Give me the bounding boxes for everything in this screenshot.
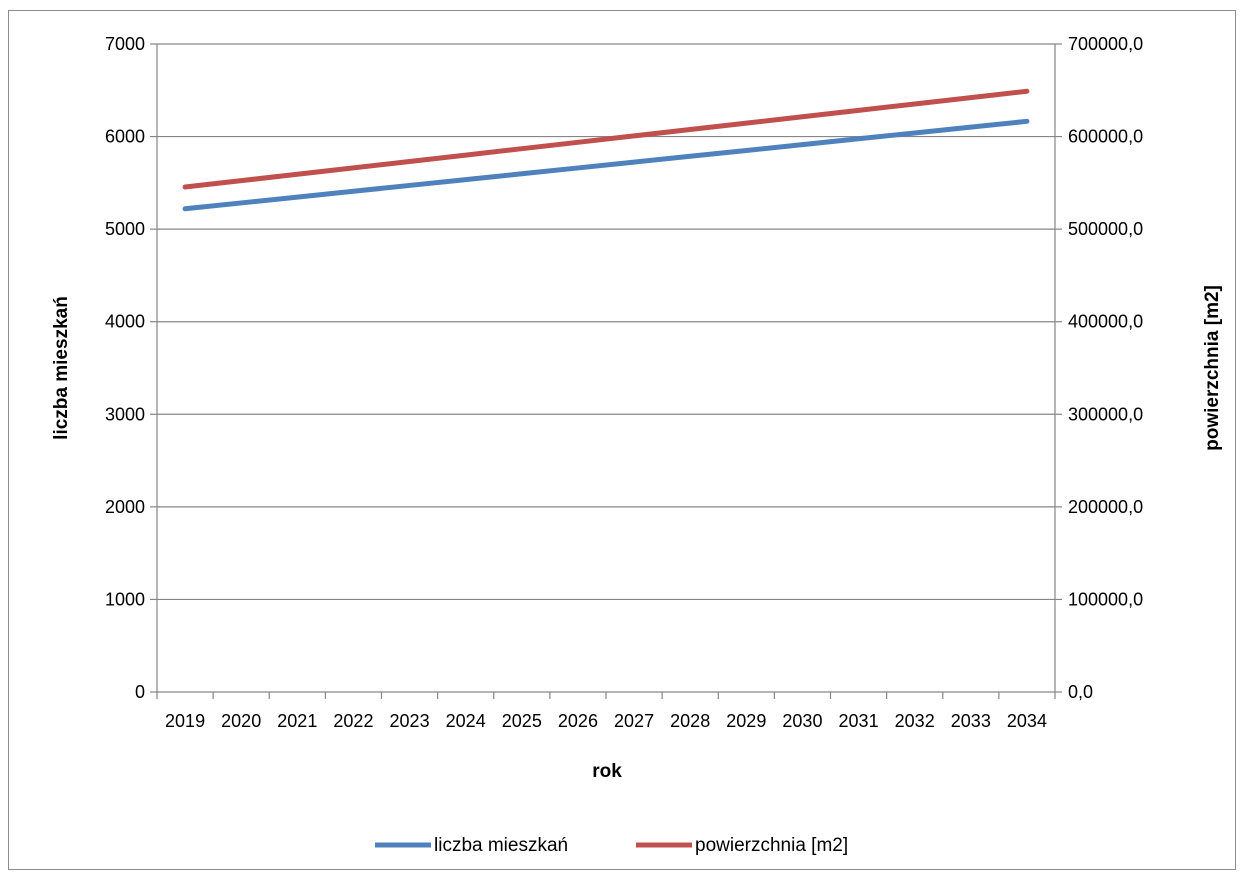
x-tick-label: 2028	[670, 711, 710, 731]
x-tick-label: 2020	[221, 711, 261, 731]
x-tick-label: 2019	[165, 711, 205, 731]
y2-tick-label: 0,0	[1068, 682, 1093, 702]
legend-label-liczba-mieszkan: liczba mieszkań	[434, 835, 568, 856]
y-tick-label: 1000	[105, 589, 145, 609]
legend: liczba mieszkań powierzchnia [m2]	[375, 835, 848, 856]
y2-tick-label: 600000,0	[1068, 127, 1143, 147]
y-axis-title: liczba mieszkań	[51, 296, 72, 440]
line-chart: 0 0,0 1000 100000,0 2000 200000,0 3000 300000,0…	[51, 34, 1223, 856]
x-tick-label: 2030	[782, 711, 822, 731]
y-tick-label: 0	[135, 682, 145, 702]
x-tick-label: 2026	[558, 711, 598, 731]
tick-labels: 0 0,0 1000 100000,0 2000 200000,0 3000 300000,0…	[105, 34, 1143, 731]
y2-tick-label: 100000,0	[1068, 589, 1143, 609]
series-line-powierzchnia	[182, 88, 1030, 190]
y2-tick-label: 500000,0	[1068, 219, 1143, 239]
y2-tick-label: 700000,0	[1068, 34, 1143, 54]
series-line-liczba-mieszkan	[182, 118, 1030, 212]
x-tick-label: 2033	[951, 711, 991, 731]
y-tick-label: 7000	[105, 34, 145, 54]
legend-label-powierzchnia: powierzchnia [m2]	[695, 835, 848, 856]
gridlines	[157, 43, 1055, 601]
series-lines	[182, 88, 1030, 212]
axes	[150, 43, 1062, 699]
x-tick-label: 2021	[277, 711, 317, 731]
x-tick-label: 2032	[895, 711, 935, 731]
x-tick-label: 2022	[333, 711, 373, 731]
x-tick-label: 2025	[502, 711, 542, 731]
chart-frame: 0 0,0 1000 100000,0 2000 200000,0 3000 300000,0…	[8, 10, 1236, 870]
y-tick-label: 5000	[105, 219, 145, 239]
y2-tick-label: 200000,0	[1068, 497, 1143, 517]
x-tick-label: 2024	[446, 711, 486, 731]
x-axis-title: rok	[592, 761, 622, 782]
y-tick-label: 3000	[105, 404, 145, 424]
y-tick-label: 2000	[105, 497, 145, 517]
x-tick-label: 2027	[614, 711, 654, 731]
y2-tick-label: 300000,0	[1068, 404, 1143, 424]
y2-axis-title: powierzchnia [m2]	[1202, 285, 1223, 451]
x-tick-label: 2031	[839, 711, 879, 731]
y2-tick-label: 400000,0	[1068, 312, 1143, 332]
y-tick-label: 4000	[105, 312, 145, 332]
x-tick-label: 2029	[726, 711, 766, 731]
x-tick-label: 2023	[390, 711, 430, 731]
y-tick-label: 6000	[105, 127, 145, 147]
x-tick-label: 2034	[1007, 711, 1047, 731]
